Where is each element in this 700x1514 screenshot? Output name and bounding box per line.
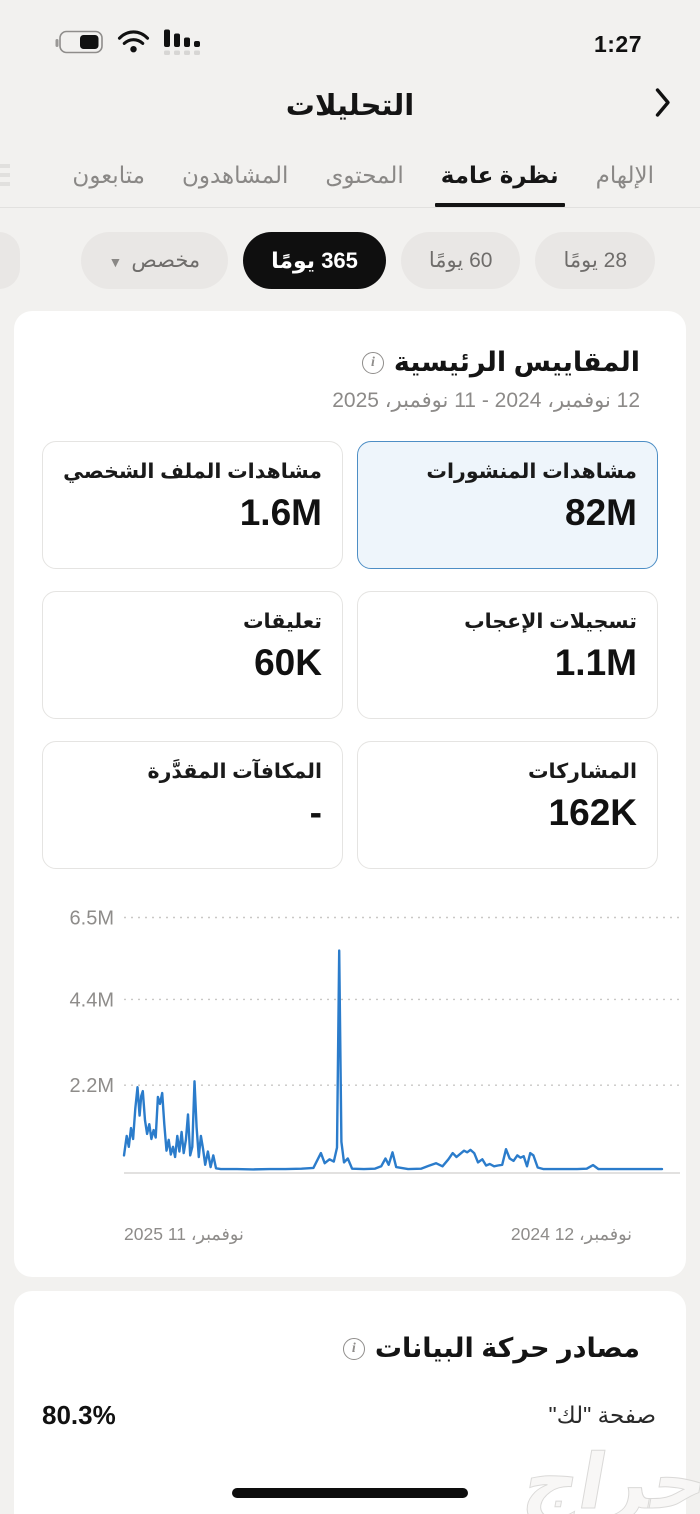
time-filter-bar[interactable]: 28 يومًا 60 يومًا 365 يومًا مخصص ▼	[0, 208, 700, 311]
status-bar: 1:27	[0, 0, 700, 66]
chart-line-series	[122, 949, 664, 1171]
metric-label: المكافآت المقدَّرة	[147, 760, 322, 783]
haraj-watermark: حراج	[517, 1440, 700, 1514]
time-filter-partial[interactable]	[0, 232, 20, 289]
home-indicator[interactable]	[232, 1488, 468, 1498]
tab-1[interactable]: نظرة عامة	[434, 144, 565, 207]
metric-label: تسجيلات الإعجاب	[464, 610, 637, 633]
back-button[interactable]	[654, 86, 672, 125]
metric-card-1[interactable]: مشاهدات الملف الشخصي 1.6M	[42, 441, 343, 569]
time-filter-1[interactable]: 60 يومًا	[400, 232, 521, 289]
wifi-icon	[117, 29, 150, 59]
time-filter-3[interactable]: مخصص ▼	[80, 232, 229, 289]
metrics-grid: مشاهدات المنشورات 82M مشاهدات الملف الشخصي…	[42, 441, 658, 869]
time-filter-0[interactable]: 28 يومًا	[535, 232, 655, 289]
time-filter-2[interactable]: 365 يومًا	[243, 232, 386, 289]
metric-label: تعليقات	[242, 610, 322, 633]
metric-label: مشاهدات الملف الشخصي	[63, 460, 322, 483]
tab-3[interactable]: المشاهدون	[181, 162, 289, 188]
metric-label: مشاهدات المنشورات	[426, 460, 637, 483]
metric-value: 1.6M	[239, 492, 322, 533]
metric-value: -	[309, 792, 322, 833]
metric-value: 162K	[548, 792, 637, 833]
metric-card-4[interactable]: المشاركات 162K	[357, 741, 658, 869]
battery-icon	[54, 28, 104, 60]
key-metrics-card: المقاييس الرئيسية i 12 نوفمبر، 2024 - 11…	[14, 311, 686, 1277]
info-icon[interactable]: i	[342, 1337, 365, 1360]
traffic-sources-card: مصادر حركة البيانات i صفحة "لك" 80.3%	[14, 1291, 686, 1514]
tab-2[interactable]: المحتوى	[325, 162, 404, 188]
metric-card-0[interactable]: مشاهدات المنشورات 82M	[357, 441, 658, 569]
metric-label: المشاركات	[527, 760, 637, 783]
metric-card-5[interactable]: المكافآت المقدَّرة -	[42, 741, 343, 869]
metric-value: 1.1M	[554, 642, 637, 683]
metric-value: 60K	[254, 642, 322, 683]
key-metrics-header: المقاييس الرئيسية i	[42, 347, 658, 378]
key-metrics-title: المقاييس الرئيسية	[393, 347, 640, 377]
x-axis-label-right: نوفمبر، 12 2024	[510, 1224, 632, 1244]
y-tick-label: 2.2M	[70, 1075, 114, 1097]
x-axis-label-left: نوفمبر، 11 2025	[124, 1224, 244, 1244]
views-chart[interactable]: 6.5M 4.4M 2.2M نوفمبر، 11 2025 نوفمبر، 12 …	[42, 899, 680, 1247]
traffic-source-value: 80.3%	[42, 1400, 116, 1430]
tab-0[interactable]: الإلهام	[595, 162, 654, 188]
cellular-signal-icon	[163, 27, 204, 61]
partial-tab-edge	[0, 164, 10, 186]
status-time: 1:27	[593, 30, 642, 57]
chevron-right-icon	[654, 88, 672, 124]
y-tick-label: 6.5M	[70, 908, 114, 930]
traffic-sources-title: مصادر حركة البيانات	[374, 1333, 640, 1363]
tab-4[interactable]: متابعون	[72, 162, 145, 188]
info-icon[interactable]: i	[361, 351, 384, 374]
traffic-source-label: صفحة "لك"	[548, 1402, 656, 1428]
date-range: 12 نوفمبر، 2024 - 11 نوفمبر، 2025	[332, 389, 640, 412]
page-title: التحليلات	[285, 89, 415, 122]
y-tick-label: 4.4M	[70, 989, 114, 1011]
traffic-sources-list: صفحة "لك" 80.3%	[42, 1400, 658, 1431]
traffic-source-row-0[interactable]: صفحة "لك" 80.3%	[42, 1400, 658, 1431]
status-icons	[54, 27, 204, 61]
metric-card-2[interactable]: تسجيلات الإعجاب 1.1M	[357, 591, 658, 719]
line-chart[interactable]: 6.5M 4.4M 2.2M	[42, 899, 686, 1217]
caret-down-icon: ▼	[108, 253, 123, 270]
traffic-sources-header: مصادر حركة البيانات i	[42, 1333, 658, 1364]
nav-header: التحليلات	[0, 66, 700, 144]
metric-card-3[interactable]: تعليقات 60K	[42, 591, 343, 719]
metric-value: 82M	[565, 492, 637, 533]
tab-bar[interactable]: الإلهام نظرة عامة المحتوى المشاهدون متابعون	[0, 144, 700, 208]
